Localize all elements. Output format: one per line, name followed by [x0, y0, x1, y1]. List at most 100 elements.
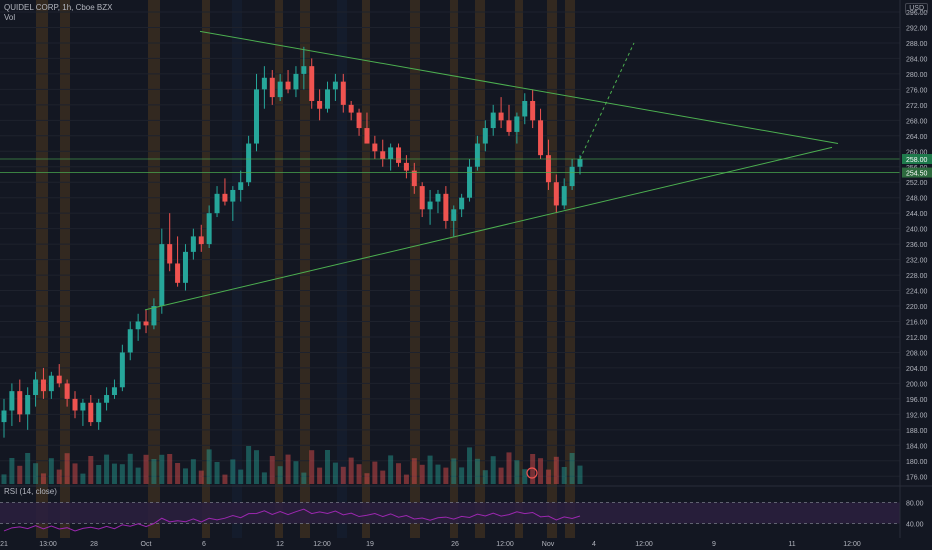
y-tick-label: 264.00	[906, 134, 928, 141]
candle-body	[506, 120, 512, 132]
candle-body	[514, 116, 520, 132]
volume-bar	[396, 463, 402, 484]
volume-bar	[293, 461, 299, 484]
candle-body	[372, 143, 378, 152]
volume-bar	[332, 462, 338, 484]
y-tick-label: 232.00	[906, 258, 928, 265]
rsi-band	[0, 502, 900, 524]
candle-body	[538, 120, 544, 156]
candle-body	[356, 112, 362, 129]
rsi-label: RSI (14, close)	[4, 487, 57, 496]
volume-bar	[25, 453, 31, 484]
x-tick-label: 11	[788, 541, 795, 548]
candle-body	[340, 81, 346, 105]
volume-bar	[372, 461, 378, 484]
x-tick-label: 12:00	[635, 541, 653, 548]
candle-body	[419, 186, 425, 210]
volume-bar	[277, 466, 283, 484]
y-tick-label: 252.00	[906, 180, 928, 187]
volume-bar	[33, 463, 39, 484]
candle-body	[561, 186, 567, 206]
candle-body	[569, 166, 575, 187]
candle-body	[104, 395, 110, 403]
candle-body	[498, 112, 504, 121]
volume-bar	[388, 455, 394, 484]
volume-bar	[96, 465, 102, 484]
y-tick-label: 192.00	[906, 412, 928, 419]
price-tag	[902, 167, 932, 178]
candle-body	[64, 383, 70, 399]
volume-bar	[301, 472, 307, 484]
x-tick-label: 12:00	[313, 541, 331, 548]
candle-body	[48, 375, 54, 392]
candle-body	[396, 147, 402, 163]
candle-body	[553, 182, 559, 206]
candle-body	[25, 395, 31, 415]
volume-bar	[72, 463, 78, 484]
currency-label[interactable]: USD	[905, 3, 928, 14]
candle-body	[198, 236, 204, 245]
volume-bar	[246, 446, 252, 484]
volume-bar	[325, 450, 331, 484]
session-band	[515, 0, 523, 538]
x-tick-label: 19	[366, 541, 374, 548]
volume-bar	[214, 462, 220, 484]
candle-body	[435, 193, 441, 202]
session-band	[36, 0, 48, 538]
candle-body	[277, 81, 283, 98]
x-tick-label: 12	[276, 541, 284, 548]
candle-body	[214, 193, 220, 214]
volume-bar	[190, 459, 196, 484]
volume-bar	[104, 454, 110, 484]
volume-bar	[222, 474, 228, 484]
volume-bar	[309, 450, 315, 484]
x-tick-label: 12:00	[843, 541, 861, 548]
candle-body	[332, 81, 338, 90]
session-band	[232, 0, 242, 538]
candle-body	[127, 329, 133, 353]
volume-label: Vol	[4, 13, 16, 22]
x-tick-label: 13:00	[39, 541, 57, 548]
volume-bar	[182, 468, 188, 484]
volume-bar	[553, 456, 559, 484]
volume-bar	[167, 454, 173, 484]
x-tick-label: 6	[202, 541, 206, 548]
candle-body	[17, 391, 23, 415]
candle-body	[474, 143, 480, 167]
candle-body	[530, 100, 536, 121]
symbol-title: QUIDEL CORP, 1h, Cboe BZX	[4, 3, 113, 12]
volume-bar	[435, 464, 441, 484]
volume-bar	[498, 467, 504, 484]
volume-bar	[198, 470, 204, 484]
candle-body	[467, 166, 473, 198]
volume-bar	[403, 474, 409, 484]
candle-body	[364, 128, 370, 144]
candle-body	[56, 375, 62, 384]
x-tick-label: 26	[451, 541, 459, 548]
candle-body	[325, 89, 331, 109]
x-tick-label: 12:00	[496, 541, 514, 548]
volume-bar	[411, 458, 417, 484]
session-band	[410, 0, 420, 538]
candle-body	[522, 100, 528, 117]
candle-body	[411, 170, 417, 187]
rsi-tick-label: 40.00	[906, 522, 924, 529]
y-tick-label: 212.00	[906, 335, 928, 342]
candle-body	[490, 112, 496, 129]
candle-body	[72, 398, 78, 411]
y-tick-label: 236.00	[906, 242, 928, 249]
y-tick-label: 240.00	[906, 227, 928, 234]
volume-bar	[545, 469, 551, 484]
y-tick-label: 176.00	[906, 474, 928, 481]
x-tick-label: Nov	[542, 541, 555, 548]
candle-body	[9, 391, 15, 411]
volume-bar	[175, 463, 181, 484]
volume-bar	[127, 453, 133, 484]
candle-body	[309, 66, 315, 101]
candle-body	[545, 155, 551, 183]
volume-bar	[317, 467, 323, 484]
volume-bar	[143, 454, 149, 484]
y-tick-label: 288.00	[906, 41, 928, 48]
y-tick-label: 188.00	[906, 428, 928, 435]
